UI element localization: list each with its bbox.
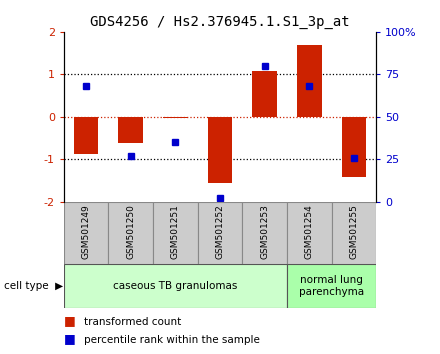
Bar [198, 202, 242, 264]
Bar [287, 264, 376, 308]
Bar [74, 117, 99, 154]
Bar [118, 117, 143, 143]
Bar [287, 202, 332, 264]
Text: GSM501254: GSM501254 [305, 204, 314, 259]
Bar [64, 264, 287, 308]
Text: GSM501255: GSM501255 [349, 204, 359, 259]
Bar [153, 202, 198, 264]
Title: GDS4256 / Hs2.376945.1.S1_3p_at: GDS4256 / Hs2.376945.1.S1_3p_at [90, 16, 350, 29]
Text: caseous TB granulomas: caseous TB granulomas [113, 281, 238, 291]
Text: GSM501253: GSM501253 [260, 204, 269, 259]
Text: GSM501252: GSM501252 [216, 204, 224, 259]
Text: ■: ■ [64, 314, 76, 327]
Bar [163, 117, 187, 118]
Bar [242, 202, 287, 264]
Bar [108, 202, 153, 264]
Bar [208, 117, 232, 183]
Bar [341, 117, 366, 177]
Text: cell type  ▶: cell type ▶ [4, 281, 63, 291]
Bar [64, 202, 108, 264]
Text: GSM501249: GSM501249 [81, 204, 91, 259]
Bar [253, 71, 277, 117]
Bar [332, 202, 376, 264]
Text: GSM501251: GSM501251 [171, 204, 180, 259]
Bar [297, 45, 322, 117]
Text: ■: ■ [64, 332, 76, 345]
Text: percentile rank within the sample: percentile rank within the sample [84, 335, 260, 345]
Text: transformed count: transformed count [84, 318, 181, 327]
Text: GSM501250: GSM501250 [126, 204, 135, 259]
Text: normal lung
parenchyma: normal lung parenchyma [299, 275, 364, 297]
